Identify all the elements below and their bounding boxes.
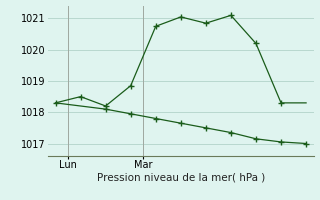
X-axis label: Pression niveau de la mer( hPa ): Pression niveau de la mer( hPa ): [97, 173, 265, 183]
